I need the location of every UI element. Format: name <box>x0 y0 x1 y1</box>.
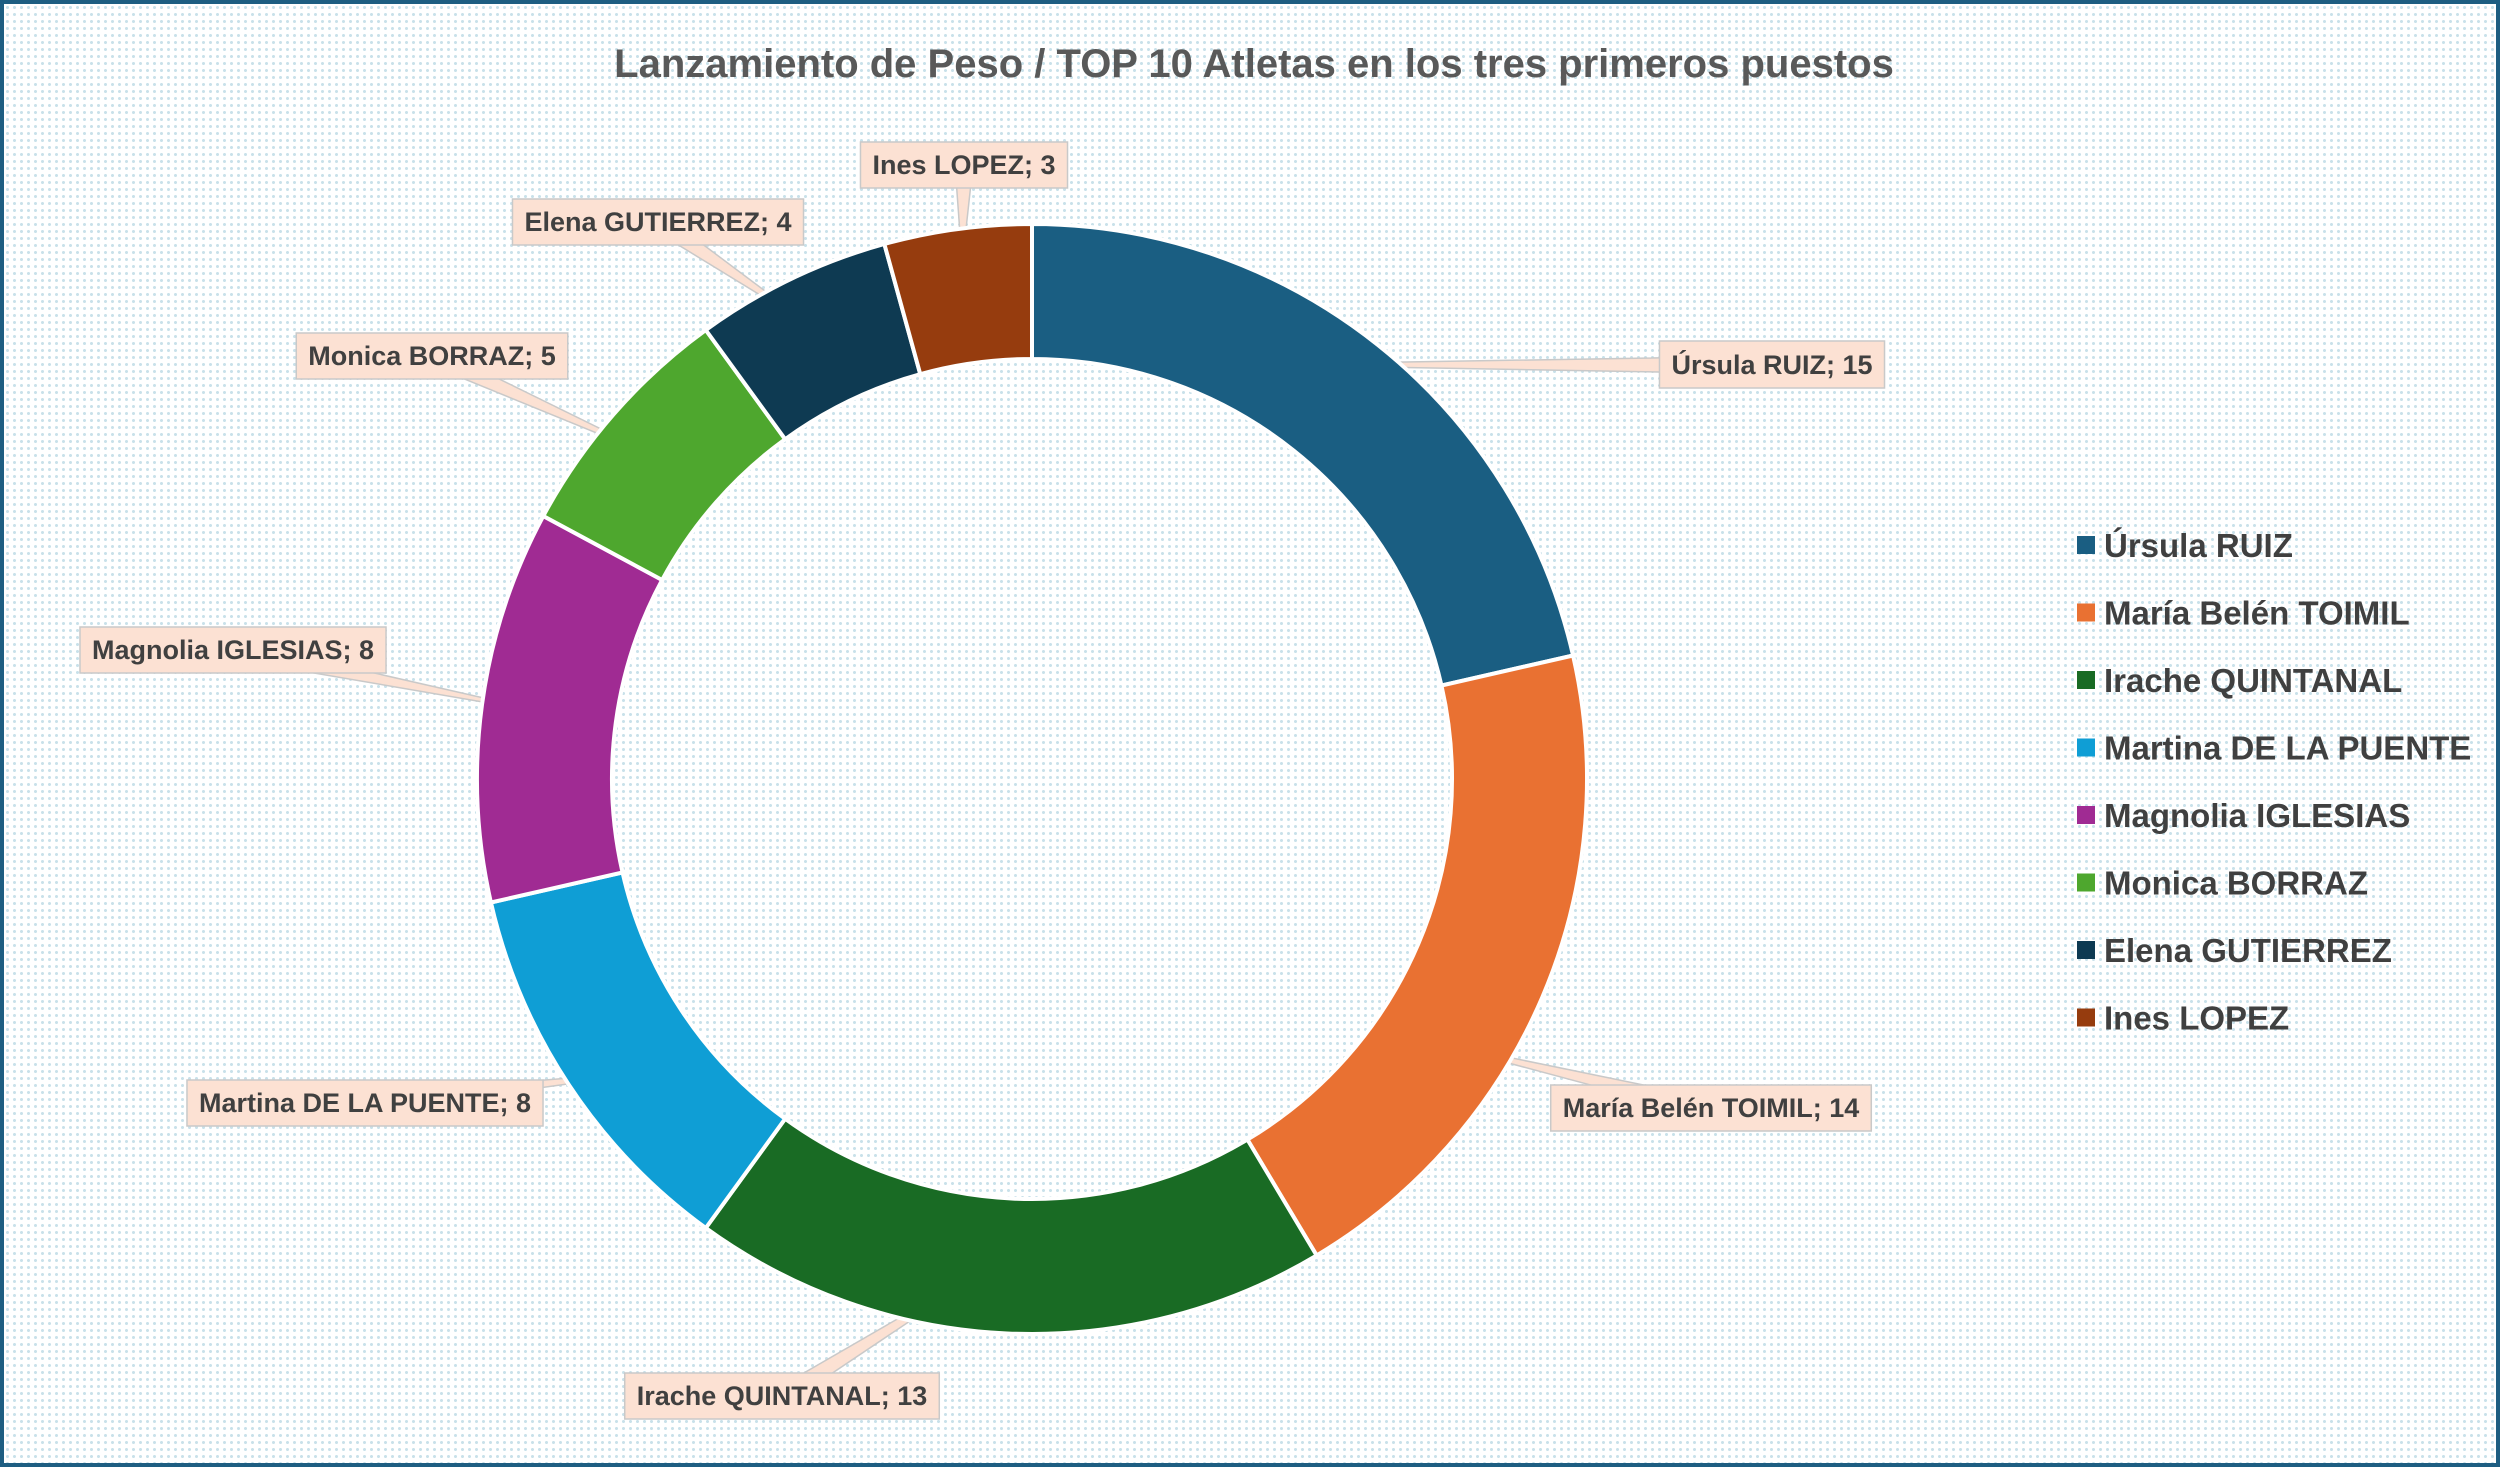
data-label-box <box>511 198 805 246</box>
legend-swatch <box>2077 603 2095 622</box>
legend-swatch <box>2077 941 2095 959</box>
legend-label: Ines LOPEZ <box>2104 1000 2289 1037</box>
slice-ursula-ruiz <box>1030 221 1576 688</box>
legend-item-ines-lopez: Ines LOPEZ <box>2077 1000 2289 1037</box>
slice-magnolia-iglesias <box>475 513 665 905</box>
data-label-box <box>623 1372 941 1420</box>
slice-ines-lopez <box>881 221 1034 377</box>
slice-martina-de-la-puente <box>488 870 788 1231</box>
slice-maria-belen-toimil <box>1244 653 1589 1259</box>
legend-label: María Belén TOIMIL <box>2104 595 2410 632</box>
legend-label: Magnolia IGLESIAS <box>2104 797 2410 834</box>
legend-item-magnolia-iglesias: Magnolia IGLESIAS <box>2077 797 2410 834</box>
legend-swatch <box>2077 1008 2095 1027</box>
data-label-irache-quintanal: Irache QUINTANAL; 13 <box>623 1372 941 1420</box>
slice-irache-quintanal <box>702 1115 1320 1336</box>
legend-item-martina-de-la-puente: Martina DE LA PUENTE <box>2077 730 2471 767</box>
legend-swatch <box>2077 806 2095 824</box>
donut-chart: Lanzamiento de Peso / TOP 10 Atletas en … <box>79 42 2471 1420</box>
data-label-maria-belen-toimil: María Belén TOIMIL; 14 <box>1549 1084 1873 1132</box>
data-label-text: María Belén TOIMIL; 14 <box>1563 1093 1860 1123</box>
data-label-text: Magnolia IGLESIAS; 8 <box>92 635 374 665</box>
legend-label: Monica BORRAZ <box>2104 865 2368 902</box>
data-label-text: Monica BORRAZ; 5 <box>308 341 556 371</box>
legend-item-ursula-ruiz: Úrsula RUIZ <box>2077 527 2293 564</box>
data-label-text: Elena GUTIERREZ; 4 <box>524 207 791 237</box>
data-label-box <box>859 141 1069 189</box>
data-label-magnolia-iglesias: Magnolia IGLESIAS; 8 <box>79 626 387 674</box>
legend-label: Elena GUTIERREZ <box>2104 932 2392 969</box>
legend-swatch <box>2077 671 2095 689</box>
data-label-elena-gutierrez: Elena GUTIERREZ; 4 <box>511 198 805 246</box>
legend-label: Martina DE LA PUENTE <box>2104 730 2471 767</box>
data-label-box <box>186 1079 544 1127</box>
data-labels: Úrsula RUIZ; 15 María Belén TOIMIL; 14 Ira… <box>79 141 1886 1420</box>
data-label-text: Úrsula RUIZ; 15 <box>1671 349 1872 380</box>
legend: Úrsula RUIZ María Belén TOIMIL Irache QUIN… <box>2077 527 2471 1037</box>
data-label-ines-lopez: Ines LOPEZ; 3 <box>859 141 1069 189</box>
legend-label: Úrsula RUIZ <box>2104 527 2293 564</box>
data-label-text: Martina DE LA PUENTE; 8 <box>199 1088 531 1118</box>
data-label-box <box>1658 340 1886 389</box>
legend-item-monica-borraz: Monica BORRAZ <box>2077 865 2368 902</box>
slices <box>475 221 1589 1336</box>
data-label-box <box>295 332 569 380</box>
data-label-box <box>1549 1084 1873 1132</box>
data-label-ursula-ruiz: Úrsula RUIZ; 15 <box>1658 340 1886 389</box>
legend-item-elena-gutierrez: Elena GUTIERREZ <box>2077 932 2392 969</box>
data-label-monica-borraz: Monica BORRAZ; 5 <box>295 332 569 380</box>
chart-title: Lanzamiento de Peso / TOP 10 Atletas en … <box>614 42 1894 86</box>
legend-swatch <box>2077 738 2095 757</box>
legend-swatch <box>2077 873 2095 892</box>
data-label-text: Irache QUINTANAL; 13 <box>637 1381 928 1411</box>
legend-swatch <box>2077 536 2095 554</box>
legend-label: Irache QUINTANAL <box>2104 662 2402 699</box>
legend-item-maria-belen-toimil: María Belén TOIMIL <box>2077 595 2410 632</box>
legend-item-irache-quintanal: Irache QUINTANAL <box>2077 662 2402 699</box>
data-label-martina-de-la-puente: Martina DE LA PUENTE; 8 <box>186 1079 544 1127</box>
data-label-text: Ines LOPEZ; 3 <box>872 150 1055 180</box>
data-label-box <box>79 626 387 674</box>
